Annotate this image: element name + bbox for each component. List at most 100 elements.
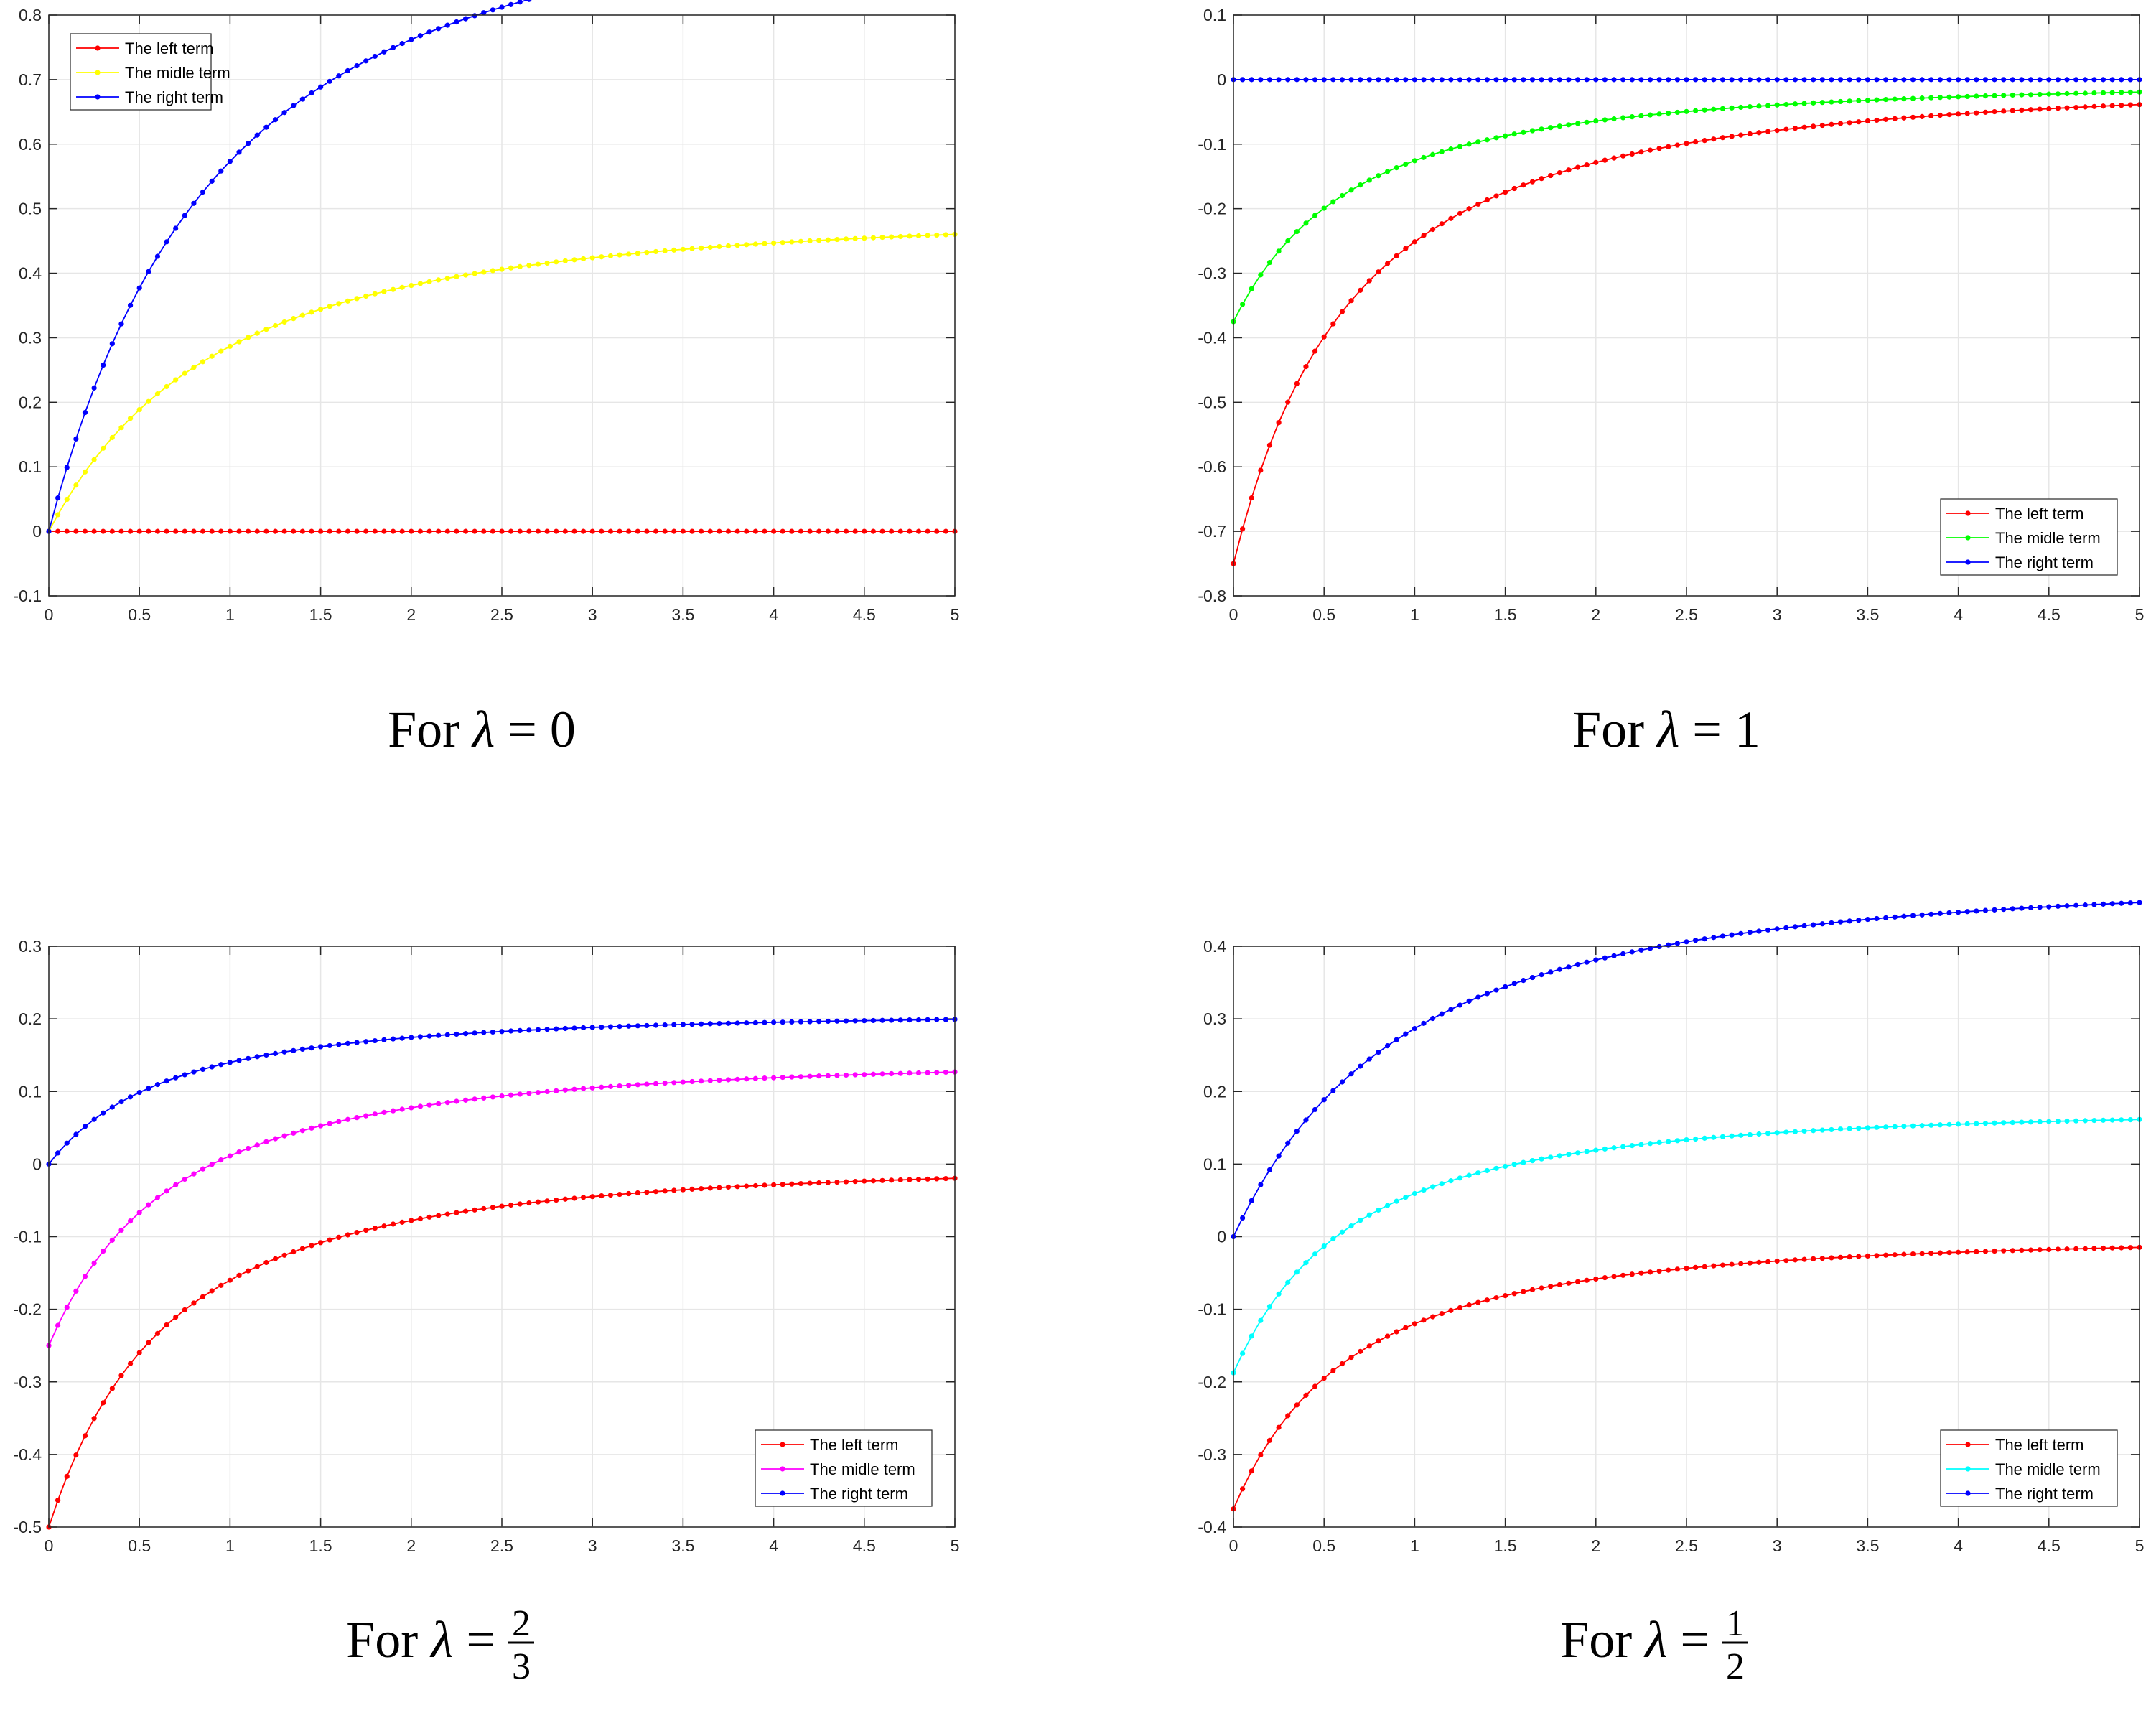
data-point bbox=[1566, 77, 1572, 83]
data-point bbox=[363, 1227, 369, 1233]
data-point bbox=[73, 1452, 79, 1458]
data-point bbox=[327, 1042, 332, 1049]
data-point bbox=[1493, 1294, 1499, 1301]
data-point bbox=[2028, 1119, 2034, 1125]
data-point bbox=[318, 84, 324, 90]
y-tick-label: 0.2 bbox=[19, 393, 42, 411]
data-point bbox=[897, 528, 903, 534]
data-point bbox=[1321, 1097, 1327, 1103]
data-point bbox=[2100, 90, 2106, 95]
data-point bbox=[2055, 77, 2061, 83]
data-point bbox=[2064, 1118, 2070, 1124]
panel-caption: For λ = 0 bbox=[388, 701, 576, 758]
data-point bbox=[154, 391, 161, 397]
data-point bbox=[943, 528, 948, 534]
data-point bbox=[1394, 1329, 1399, 1335]
data-point bbox=[1493, 987, 1499, 993]
data-point bbox=[1276, 1291, 1282, 1297]
data-point bbox=[771, 1182, 777, 1187]
data-point bbox=[1765, 103, 1771, 108]
y-tick-label: 0.5 bbox=[19, 200, 42, 218]
data-point bbox=[1312, 1251, 1318, 1257]
data-point bbox=[1756, 77, 1762, 83]
data-point bbox=[1937, 910, 1943, 916]
data-point bbox=[744, 528, 750, 534]
data-point bbox=[227, 1277, 233, 1283]
data-point bbox=[281, 528, 287, 534]
data-point bbox=[1529, 128, 1536, 134]
data-point bbox=[101, 1249, 106, 1254]
data-point bbox=[2019, 1119, 2025, 1125]
data-point bbox=[246, 1268, 251, 1274]
x-tick-label: 0.5 bbox=[1312, 1536, 1335, 1555]
legend-label: The left term bbox=[1995, 505, 2084, 523]
data-point bbox=[173, 1075, 179, 1081]
data-point bbox=[1294, 228, 1300, 235]
data-point bbox=[816, 238, 822, 243]
data-point bbox=[281, 1252, 287, 1258]
caption-prefix: For bbox=[1572, 701, 1644, 758]
data-point bbox=[2064, 90, 2070, 97]
caption-equals: = bbox=[1680, 1611, 1709, 1669]
data-point bbox=[1521, 77, 1526, 83]
data-point bbox=[2001, 1248, 2007, 1254]
data-point bbox=[771, 240, 777, 246]
data-point bbox=[1366, 1056, 1372, 1062]
data-point bbox=[1666, 1139, 1671, 1144]
data-point bbox=[1403, 77, 1409, 83]
data-point bbox=[263, 1139, 269, 1144]
data-point bbox=[1285, 1279, 1291, 1285]
axes-box bbox=[1233, 946, 2140, 1528]
data-point bbox=[472, 1030, 477, 1036]
series-the-midle-term bbox=[1231, 89, 2142, 325]
data-point bbox=[2100, 901, 2106, 907]
data-point bbox=[354, 1230, 360, 1236]
y-tick-label: 0.1 bbox=[19, 1082, 42, 1101]
data-point bbox=[236, 339, 242, 345]
data-point bbox=[1629, 1271, 1635, 1277]
data-point bbox=[2100, 103, 2106, 109]
data-point bbox=[436, 277, 442, 283]
data-point bbox=[1493, 1165, 1499, 1171]
data-point bbox=[925, 528, 930, 534]
data-point bbox=[1964, 77, 1970, 83]
axes-box bbox=[1233, 14, 2140, 597]
data-point bbox=[1294, 381, 1300, 386]
data-point bbox=[1656, 111, 1662, 117]
legend-marker bbox=[1965, 1466, 1971, 1472]
data-point bbox=[1656, 77, 1662, 83]
data-point bbox=[2028, 92, 2034, 98]
data-point bbox=[1366, 177, 1372, 183]
data-point bbox=[1684, 1265, 1689, 1271]
caption-fraction-numerator: 1 bbox=[1726, 1603, 1745, 1644]
legend-marker bbox=[780, 1442, 785, 1447]
data-point bbox=[725, 1077, 732, 1083]
data-point bbox=[390, 528, 396, 534]
x-tick-label: 5 bbox=[2135, 605, 2145, 624]
data-point bbox=[816, 1073, 822, 1079]
data-point bbox=[1339, 77, 1345, 83]
data-point bbox=[1330, 1236, 1336, 1242]
data-point bbox=[1611, 116, 1617, 122]
data-point bbox=[472, 1207, 477, 1213]
data-point bbox=[91, 1116, 97, 1122]
data-point bbox=[1249, 1198, 1254, 1203]
chart-panel-bottom-left: 0 0.5 1 1.5 2 2.5 3 3.5 4 4.5 5 -0.5 -0.4 -0.3 -0.2 -0.… bbox=[13, 937, 959, 1687]
data-point bbox=[1394, 164, 1399, 171]
data-point bbox=[291, 1047, 297, 1053]
data-point bbox=[299, 96, 305, 102]
data-point bbox=[263, 1052, 269, 1058]
y-tick-label: -0.6 bbox=[1198, 457, 1226, 476]
data-point bbox=[2055, 903, 2061, 909]
data-point bbox=[517, 528, 523, 534]
data-point bbox=[1711, 935, 1717, 941]
data-point bbox=[1693, 139, 1699, 145]
data-point bbox=[508, 1202, 514, 1208]
data-point bbox=[182, 528, 187, 534]
data-point bbox=[1457, 210, 1463, 216]
data-point bbox=[254, 1054, 260, 1060]
data-point bbox=[852, 1072, 858, 1078]
data-point bbox=[1303, 77, 1309, 83]
data-point bbox=[372, 291, 378, 297]
data-point bbox=[1674, 77, 1680, 83]
